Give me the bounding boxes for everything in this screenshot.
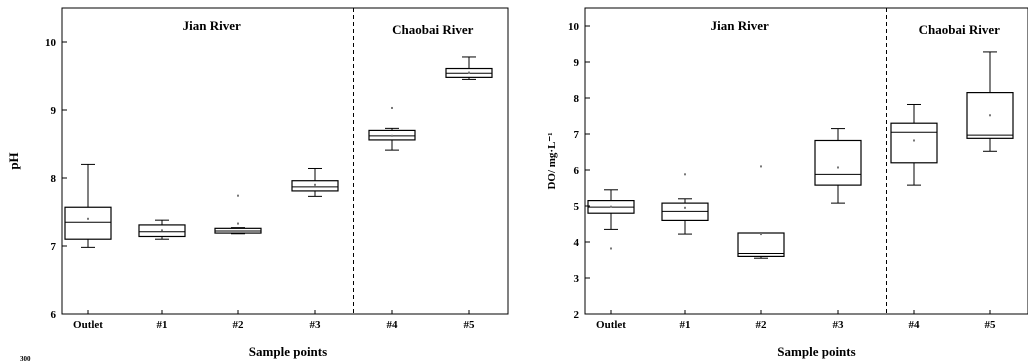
- box-n2: [737, 165, 785, 259]
- box-n3: [291, 167, 339, 197]
- box-n1: [138, 219, 186, 240]
- x-tick-label: #1: [680, 319, 691, 331]
- y-tick-label: 7: [574, 129, 580, 141]
- plot-frame: [584, 7, 1028, 315]
- x-tick-label: #2: [233, 319, 245, 331]
- iqr-box: [368, 129, 416, 141]
- x-tick-label: #1: [157, 319, 168, 331]
- y-tick-label: 8: [51, 173, 57, 185]
- iqr-box: [138, 224, 186, 238]
- mean-marker: [468, 71, 470, 74]
- iqr-box: [737, 232, 785, 257]
- y-tick-label: 9: [574, 57, 580, 69]
- x-tick-label: #3: [310, 319, 322, 331]
- mean-marker: [989, 114, 991, 117]
- iqr-box: [291, 180, 339, 192]
- x-axis-label: Sample points: [777, 344, 855, 359]
- mean-marker: [913, 139, 915, 142]
- x-tick-label: Outlet: [596, 319, 626, 331]
- outlier-point: [760, 165, 762, 168]
- region-label-chaobai-river: Chaobai River: [919, 22, 1000, 37]
- y-tick-label: 2: [574, 309, 580, 321]
- y-tick-label: 10: [568, 21, 580, 33]
- y-tick-label: 8: [574, 93, 580, 105]
- x-tick-label: #3: [833, 319, 845, 331]
- x-tick-label: #5: [985, 319, 997, 331]
- box-n5: [445, 56, 493, 80]
- mean-marker: [760, 233, 762, 236]
- mean-marker: [610, 205, 612, 208]
- outlier-point: [391, 106, 393, 109]
- x-tick-label: #2: [756, 319, 768, 331]
- outlier-point: [237, 194, 239, 197]
- x-tick-label: #5: [464, 319, 476, 331]
- y-tick-label: 9: [51, 105, 57, 117]
- x-axis-label: Sample points: [249, 344, 327, 359]
- y-tick-label: 6: [574, 165, 580, 177]
- y-tick-label: 10: [45, 37, 57, 49]
- y-tick-label: 7: [51, 241, 57, 253]
- x-tick-label: #4: [909, 319, 921, 331]
- box-n1: [661, 173, 709, 235]
- x-tick-label: Outlet: [73, 319, 103, 331]
- y-tick-label: 5: [574, 201, 580, 213]
- mean-marker: [684, 206, 686, 209]
- region-label-jian-river: Jian River: [711, 18, 769, 33]
- mean-marker: [237, 222, 239, 225]
- box-outlet: [587, 189, 635, 250]
- y-axis-label: pH: [6, 152, 21, 169]
- mean-marker: [314, 183, 316, 186]
- plot-frame: [61, 7, 509, 315]
- box-n2: [214, 194, 262, 235]
- box-n5: [966, 51, 1014, 152]
- y-axis-label: DO/ mg·L⁻¹: [546, 132, 558, 189]
- box-n4: [368, 106, 416, 151]
- mean-marker: [391, 134, 393, 137]
- mean-marker: [837, 166, 839, 169]
- outlier-point: [684, 173, 686, 176]
- y-tick-label: 6: [51, 309, 57, 321]
- panel-ph: 6 7 8 9 10 Outlet #1 #2 #3 #4 #5 Jian River Chaobai …: [6, 7, 509, 359]
- region-label-jian-river: Jian River: [183, 18, 241, 33]
- box-outlet: [64, 163, 112, 248]
- region-label-chaobai-river: Chaobai River: [392, 22, 473, 37]
- iqr-box: [814, 139, 862, 186]
- outlier-point: [610, 247, 612, 250]
- iqr-box: [890, 122, 938, 164]
- y-tick-label: 4: [574, 237, 580, 249]
- box-n3: [814, 128, 862, 204]
- panel-do: 2 3 4 5 6 7 8 9 10 Outlet #1 #2 #3 #4 #5 Jian River Chao…: [546, 7, 1028, 359]
- y-tick-label: 3: [574, 273, 580, 285]
- iqr-box: [64, 206, 112, 240]
- iqr-box: [966, 91, 1014, 139]
- mean-marker: [161, 229, 163, 232]
- x-tick-label: #4: [387, 319, 399, 331]
- corner-fragment-text: 300: [20, 355, 31, 363]
- box-n4: [890, 103, 938, 186]
- mean-marker: [87, 217, 89, 220]
